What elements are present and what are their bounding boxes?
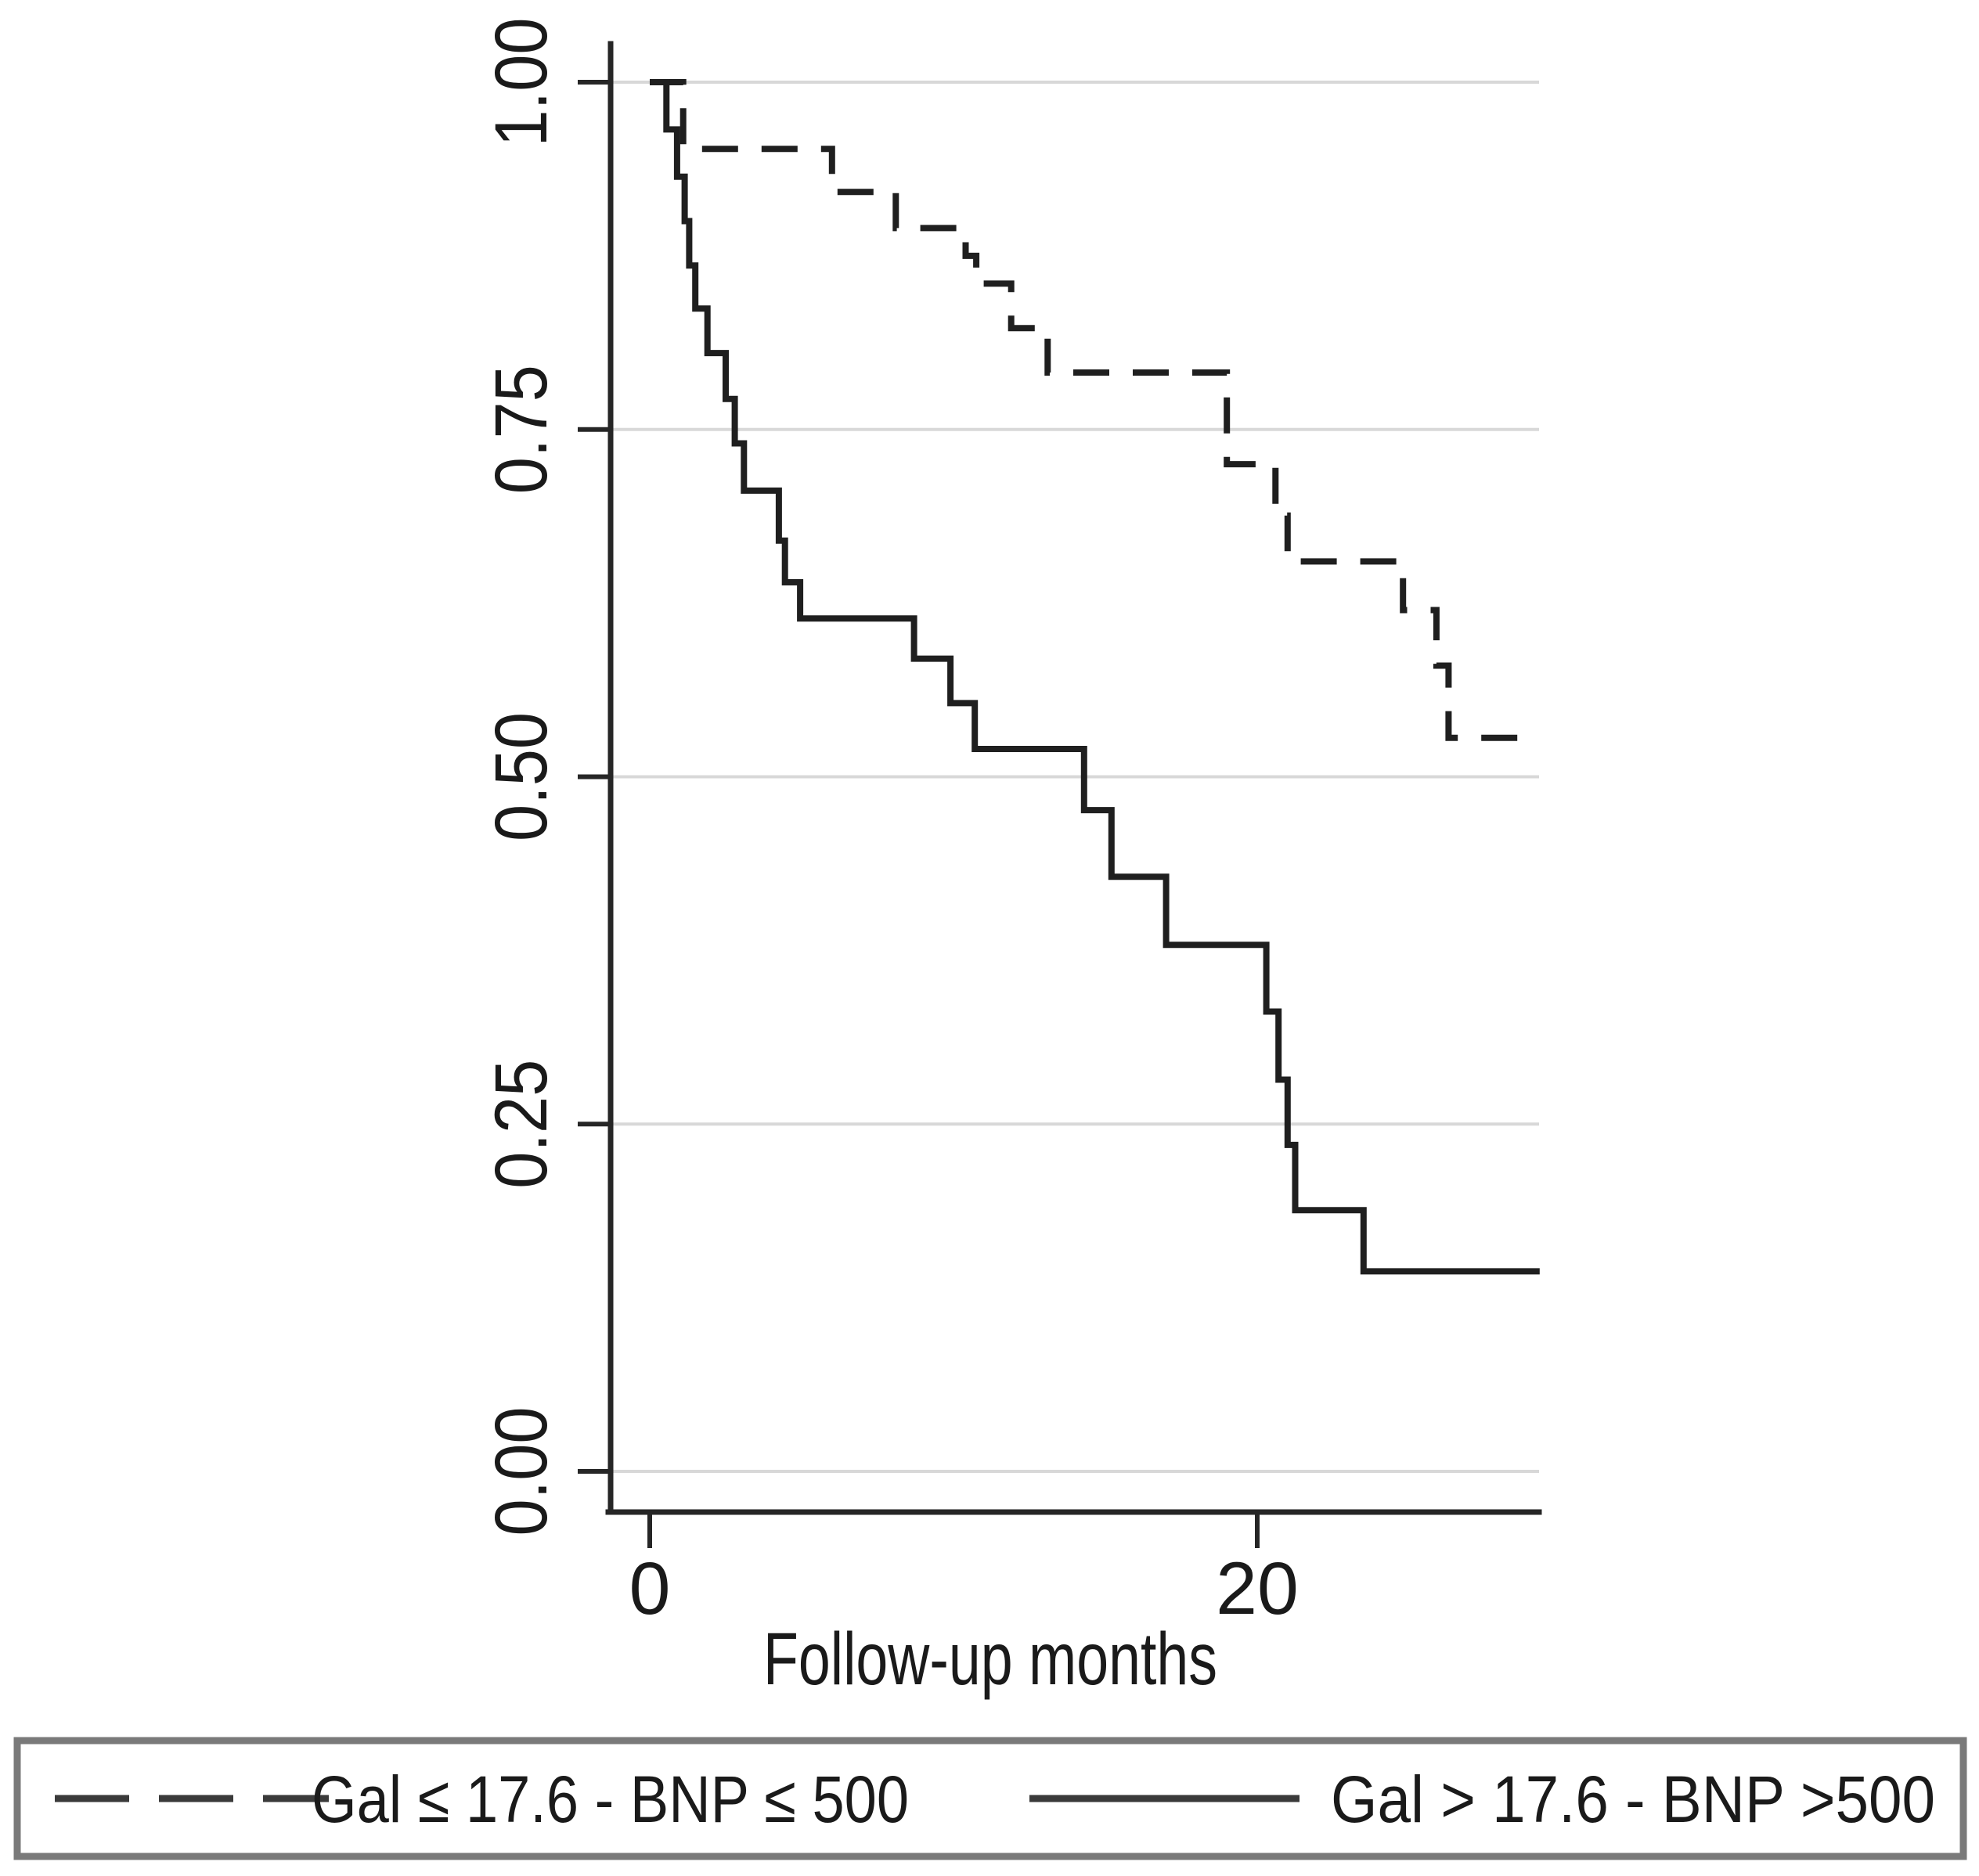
y-axis: 0.00 0.25 0.50 0.75 1.00 bbox=[480, 18, 614, 1536]
x-tick-label: 0 bbox=[629, 1547, 671, 1630]
x-axis-ticks: 0 20 bbox=[629, 1514, 1299, 1630]
legend-label-solid: Gal > 17.6 - BNP >500 bbox=[1331, 1763, 1935, 1836]
legend-label-dashed: Gal ≤ 17.6 - BNP ≤ 500 bbox=[312, 1763, 909, 1836]
survival-curves bbox=[650, 79, 1540, 1275]
y-tick-label: 0.75 bbox=[480, 365, 563, 494]
y-tick-label: 0.50 bbox=[480, 712, 563, 841]
x-axis-title: Follow-up months bbox=[763, 1618, 1217, 1701]
curve-dashed bbox=[650, 79, 1540, 741]
y-tick-label: 0.00 bbox=[480, 1407, 563, 1536]
legend-box bbox=[13, 1737, 1967, 1860]
y-tick-label: 1.00 bbox=[480, 18, 563, 147]
gridlines bbox=[612, 81, 1539, 1473]
x-axis: 0 20 Follow-up months bbox=[605, 1509, 1542, 1701]
y-axis-ticks: 0.00 0.25 0.50 0.75 1.00 bbox=[480, 18, 611, 1536]
curve-solid bbox=[650, 79, 1540, 1275]
legend: Gal ≤ 17.6 - BNP ≤ 500 Gal > 17.6 - BNP … bbox=[13, 1737, 1967, 1860]
y-tick-label: 0.25 bbox=[480, 1060, 563, 1189]
x-tick-label: 20 bbox=[1216, 1547, 1299, 1630]
